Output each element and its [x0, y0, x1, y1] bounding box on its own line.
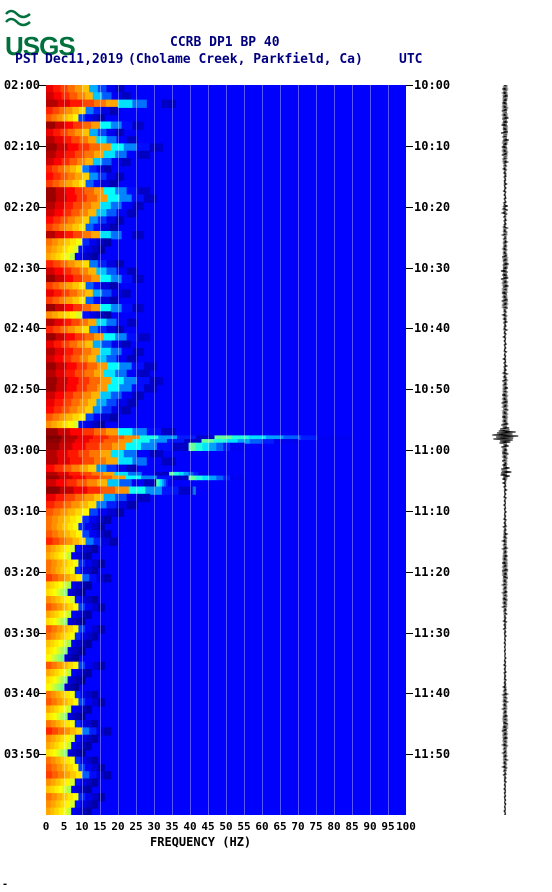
x-axis-label: FREQUENCY (HZ)	[150, 835, 251, 849]
ytick-right: 11:00	[414, 443, 450, 457]
ytick-left: 02:20	[0, 200, 40, 214]
ytick-left: 03:50	[0, 747, 40, 761]
xtick: 10	[75, 820, 88, 833]
xtick: 70	[291, 820, 304, 833]
xtick: 75	[309, 820, 322, 833]
date-label: Dec11,2019	[45, 52, 123, 67]
xtick: 100	[396, 820, 416, 833]
xtick: 15	[93, 820, 106, 833]
chart-title: CCRB DP1 BP 40	[170, 35, 280, 50]
ytick-left: 02:50	[0, 382, 40, 396]
xtick: 45	[201, 820, 214, 833]
xtick: 60	[255, 820, 268, 833]
ytick-right: 10:20	[414, 200, 450, 214]
seismogram-trace	[490, 85, 520, 815]
footer-mark: -	[2, 879, 8, 890]
ytick-right: 11:40	[414, 686, 450, 700]
ytick-left: 02:40	[0, 321, 40, 335]
xtick: 0	[43, 820, 50, 833]
ytick-left: 02:10	[0, 139, 40, 153]
xtick: 80	[327, 820, 340, 833]
ytick-left: 03:10	[0, 504, 40, 518]
xtick: 20	[111, 820, 124, 833]
ytick-right: 11:50	[414, 747, 450, 761]
ytick-left: 03:30	[0, 626, 40, 640]
xtick: 65	[273, 820, 286, 833]
pst-label: PST	[15, 52, 38, 67]
xtick: 50	[219, 820, 232, 833]
ytick-right: 11:20	[414, 565, 450, 579]
utc-label: UTC	[399, 52, 422, 67]
ytick-left: 02:00	[0, 78, 40, 92]
ytick-left: 03:00	[0, 443, 40, 457]
spectrogram-plot	[46, 85, 406, 815]
ytick-right: 10:00	[414, 78, 450, 92]
xtick: 30	[147, 820, 160, 833]
ytick-right: 11:30	[414, 626, 450, 640]
ytick-left: 02:30	[0, 261, 40, 275]
xtick: 5	[61, 820, 68, 833]
ytick-right: 10:50	[414, 382, 450, 396]
ytick-right: 11:10	[414, 504, 450, 518]
usgs-logo: USGS	[5, 5, 95, 33]
ytick-right: 10:40	[414, 321, 450, 335]
xtick: 90	[363, 820, 376, 833]
ytick-left: 03:40	[0, 686, 40, 700]
xtick: 55	[237, 820, 250, 833]
ytick-right: 10:30	[414, 261, 450, 275]
ytick-right: 10:10	[414, 139, 450, 153]
station-label: (Cholame Creek, Parkfield, Ca)	[128, 52, 363, 67]
xtick: 25	[129, 820, 142, 833]
xtick: 85	[345, 820, 358, 833]
xtick: 35	[165, 820, 178, 833]
ytick-left: 03:20	[0, 565, 40, 579]
xtick: 40	[183, 820, 196, 833]
xtick: 95	[381, 820, 394, 833]
